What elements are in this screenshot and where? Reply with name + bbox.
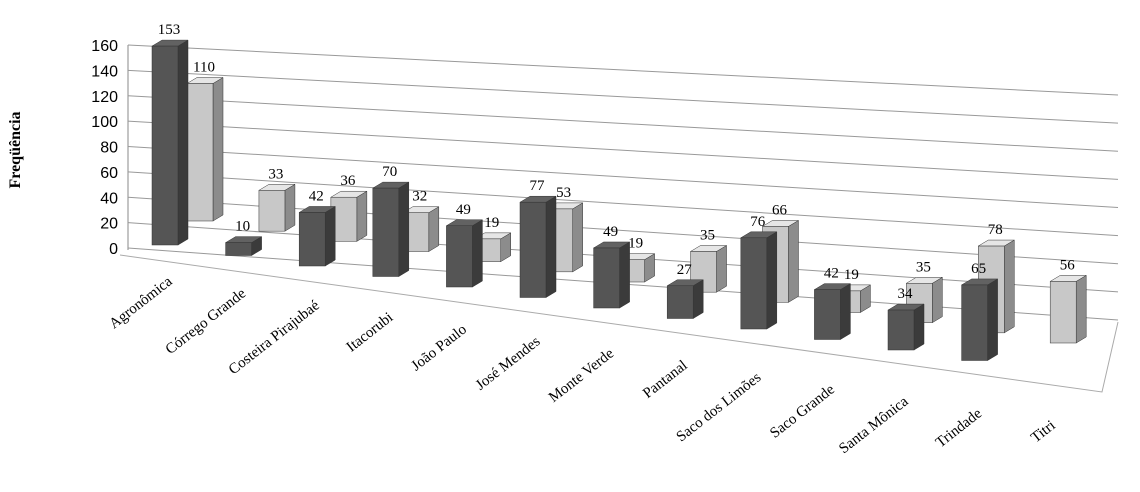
y-tick-label: 0 [109, 241, 118, 258]
x-tick-label: Monte Verde [546, 345, 617, 406]
value-label: 32 [412, 189, 427, 205]
bar [814, 289, 841, 340]
bar-side [545, 195, 557, 298]
value-label: 49 [603, 224, 618, 240]
bar [298, 212, 326, 267]
value-label: 35 [916, 259, 931, 275]
y-tick-label: 60 [100, 165, 118, 182]
bar [225, 242, 252, 256]
bar-side [177, 39, 189, 246]
bar-side [324, 206, 336, 267]
grid-line [127, 146, 1119, 208]
value-label: 42 [824, 266, 839, 282]
y-axis-title: Freqüência [7, 111, 24, 188]
bar [593, 247, 620, 309]
y-tick-label: 40 [100, 190, 118, 207]
bar [519, 201, 547, 298]
bar-side [472, 219, 483, 288]
value-label: 49 [456, 202, 471, 218]
bar-side [1004, 239, 1015, 334]
value-label: 19 [844, 267, 859, 283]
bar [258, 190, 286, 232]
x-tick-label: Trindade [933, 405, 985, 451]
bar [186, 83, 214, 222]
x-tick-label: Costeira Pirajubaé [226, 297, 323, 378]
value-label: 70 [382, 164, 397, 180]
value-label: 10 [235, 219, 250, 235]
grid-line [127, 44, 1119, 96]
bar-side [840, 283, 851, 340]
floor-edge [119, 254, 1119, 393]
y-tick-label: 120 [91, 89, 118, 106]
bar-side [913, 303, 925, 351]
x-tick-label: Córrego Grande [163, 285, 250, 358]
x-tick-label: Saco Grande [767, 381, 838, 441]
value-label: 65 [971, 261, 986, 277]
bar [372, 187, 400, 277]
bar-side [619, 241, 630, 309]
bar-side [716, 245, 727, 293]
bar-side [572, 202, 583, 273]
bar [151, 45, 179, 246]
y-tick-label: 140 [91, 63, 118, 80]
bar-side [212, 77, 224, 222]
value-label: 78 [988, 222, 1003, 238]
value-label: 110 [193, 60, 215, 76]
bar-side [284, 183, 296, 232]
value-label: 56 [1060, 257, 1076, 273]
x-tick-label: João Paulo [408, 322, 469, 375]
value-label: 19 [484, 215, 499, 231]
bar-side [1075, 274, 1087, 344]
grid-line [127, 120, 1119, 180]
bar [887, 309, 915, 351]
value-label: 36 [340, 173, 356, 189]
grid-line [127, 95, 1119, 152]
x-tick-label: Agronômica [107, 273, 176, 332]
x-tick-label: Titri [1028, 418, 1058, 447]
bar-side [692, 279, 704, 319]
value-label: 35 [700, 227, 715, 243]
bar [740, 237, 768, 330]
bar-side [356, 190, 368, 242]
bar [961, 284, 988, 361]
x-tick-label: Santa Mônica [836, 393, 911, 457]
value-label: 19 [628, 236, 643, 252]
y-tick-label: 20 [100, 216, 118, 233]
value-label: 66 [772, 202, 788, 218]
value-label: 76 [750, 214, 766, 230]
bar-side [932, 276, 943, 324]
x-tick-label: Saco dos Limões [674, 369, 765, 445]
value-label: 42 [309, 188, 324, 204]
bar-side [428, 206, 440, 252]
x-tick-label: Pantanal [640, 358, 691, 402]
y-tick-label: 160 [91, 38, 118, 55]
value-label: 153 [158, 22, 181, 38]
value-label: 53 [556, 185, 571, 201]
bar-side [788, 219, 799, 303]
value-label: 33 [268, 166, 283, 182]
value-label: 27 [677, 262, 693, 278]
bar [666, 285, 694, 319]
bar-side [766, 231, 778, 330]
x-tick-label: Itacorubi [344, 310, 397, 356]
y-tick-label: 100 [91, 114, 118, 131]
grid-line [127, 69, 1119, 124]
value-label: 34 [898, 286, 914, 302]
grid-line [127, 171, 1119, 237]
bar-side [987, 278, 998, 361]
x-tick-label: José Mendes [473, 333, 544, 393]
bar [446, 225, 473, 288]
bar [1049, 281, 1077, 344]
y-tick-label: 80 [100, 140, 118, 157]
value-label: 77 [530, 178, 546, 194]
bar-side [398, 181, 410, 277]
